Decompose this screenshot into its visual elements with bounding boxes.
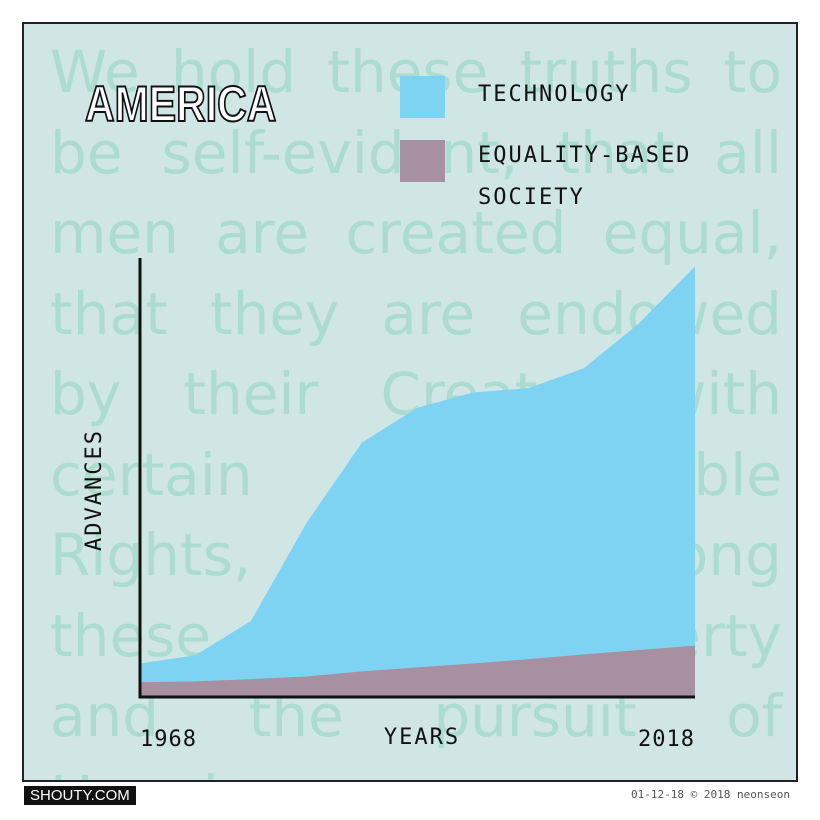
x-tick-label: 1968 [140,727,197,752]
legend-swatch [400,76,445,118]
y-axis-label: ADVANCES [82,429,107,551]
legend-swatch [400,140,445,182]
area [140,645,695,697]
legend-label: EQUALITY-BASED SOCIETY [478,143,692,210]
footer-credit: 01-12-18 © 2018 neonseon [631,788,790,801]
x-tick-label: 2018 [638,727,695,752]
legend-label: TECHNOLOGY [478,82,631,107]
x-axis-label: YEARS [384,725,460,750]
axis [138,258,695,699]
footer-brand: SHOUTY.COM [24,786,136,805]
chart-title: AMERICA [85,76,276,132]
area [140,266,695,697]
